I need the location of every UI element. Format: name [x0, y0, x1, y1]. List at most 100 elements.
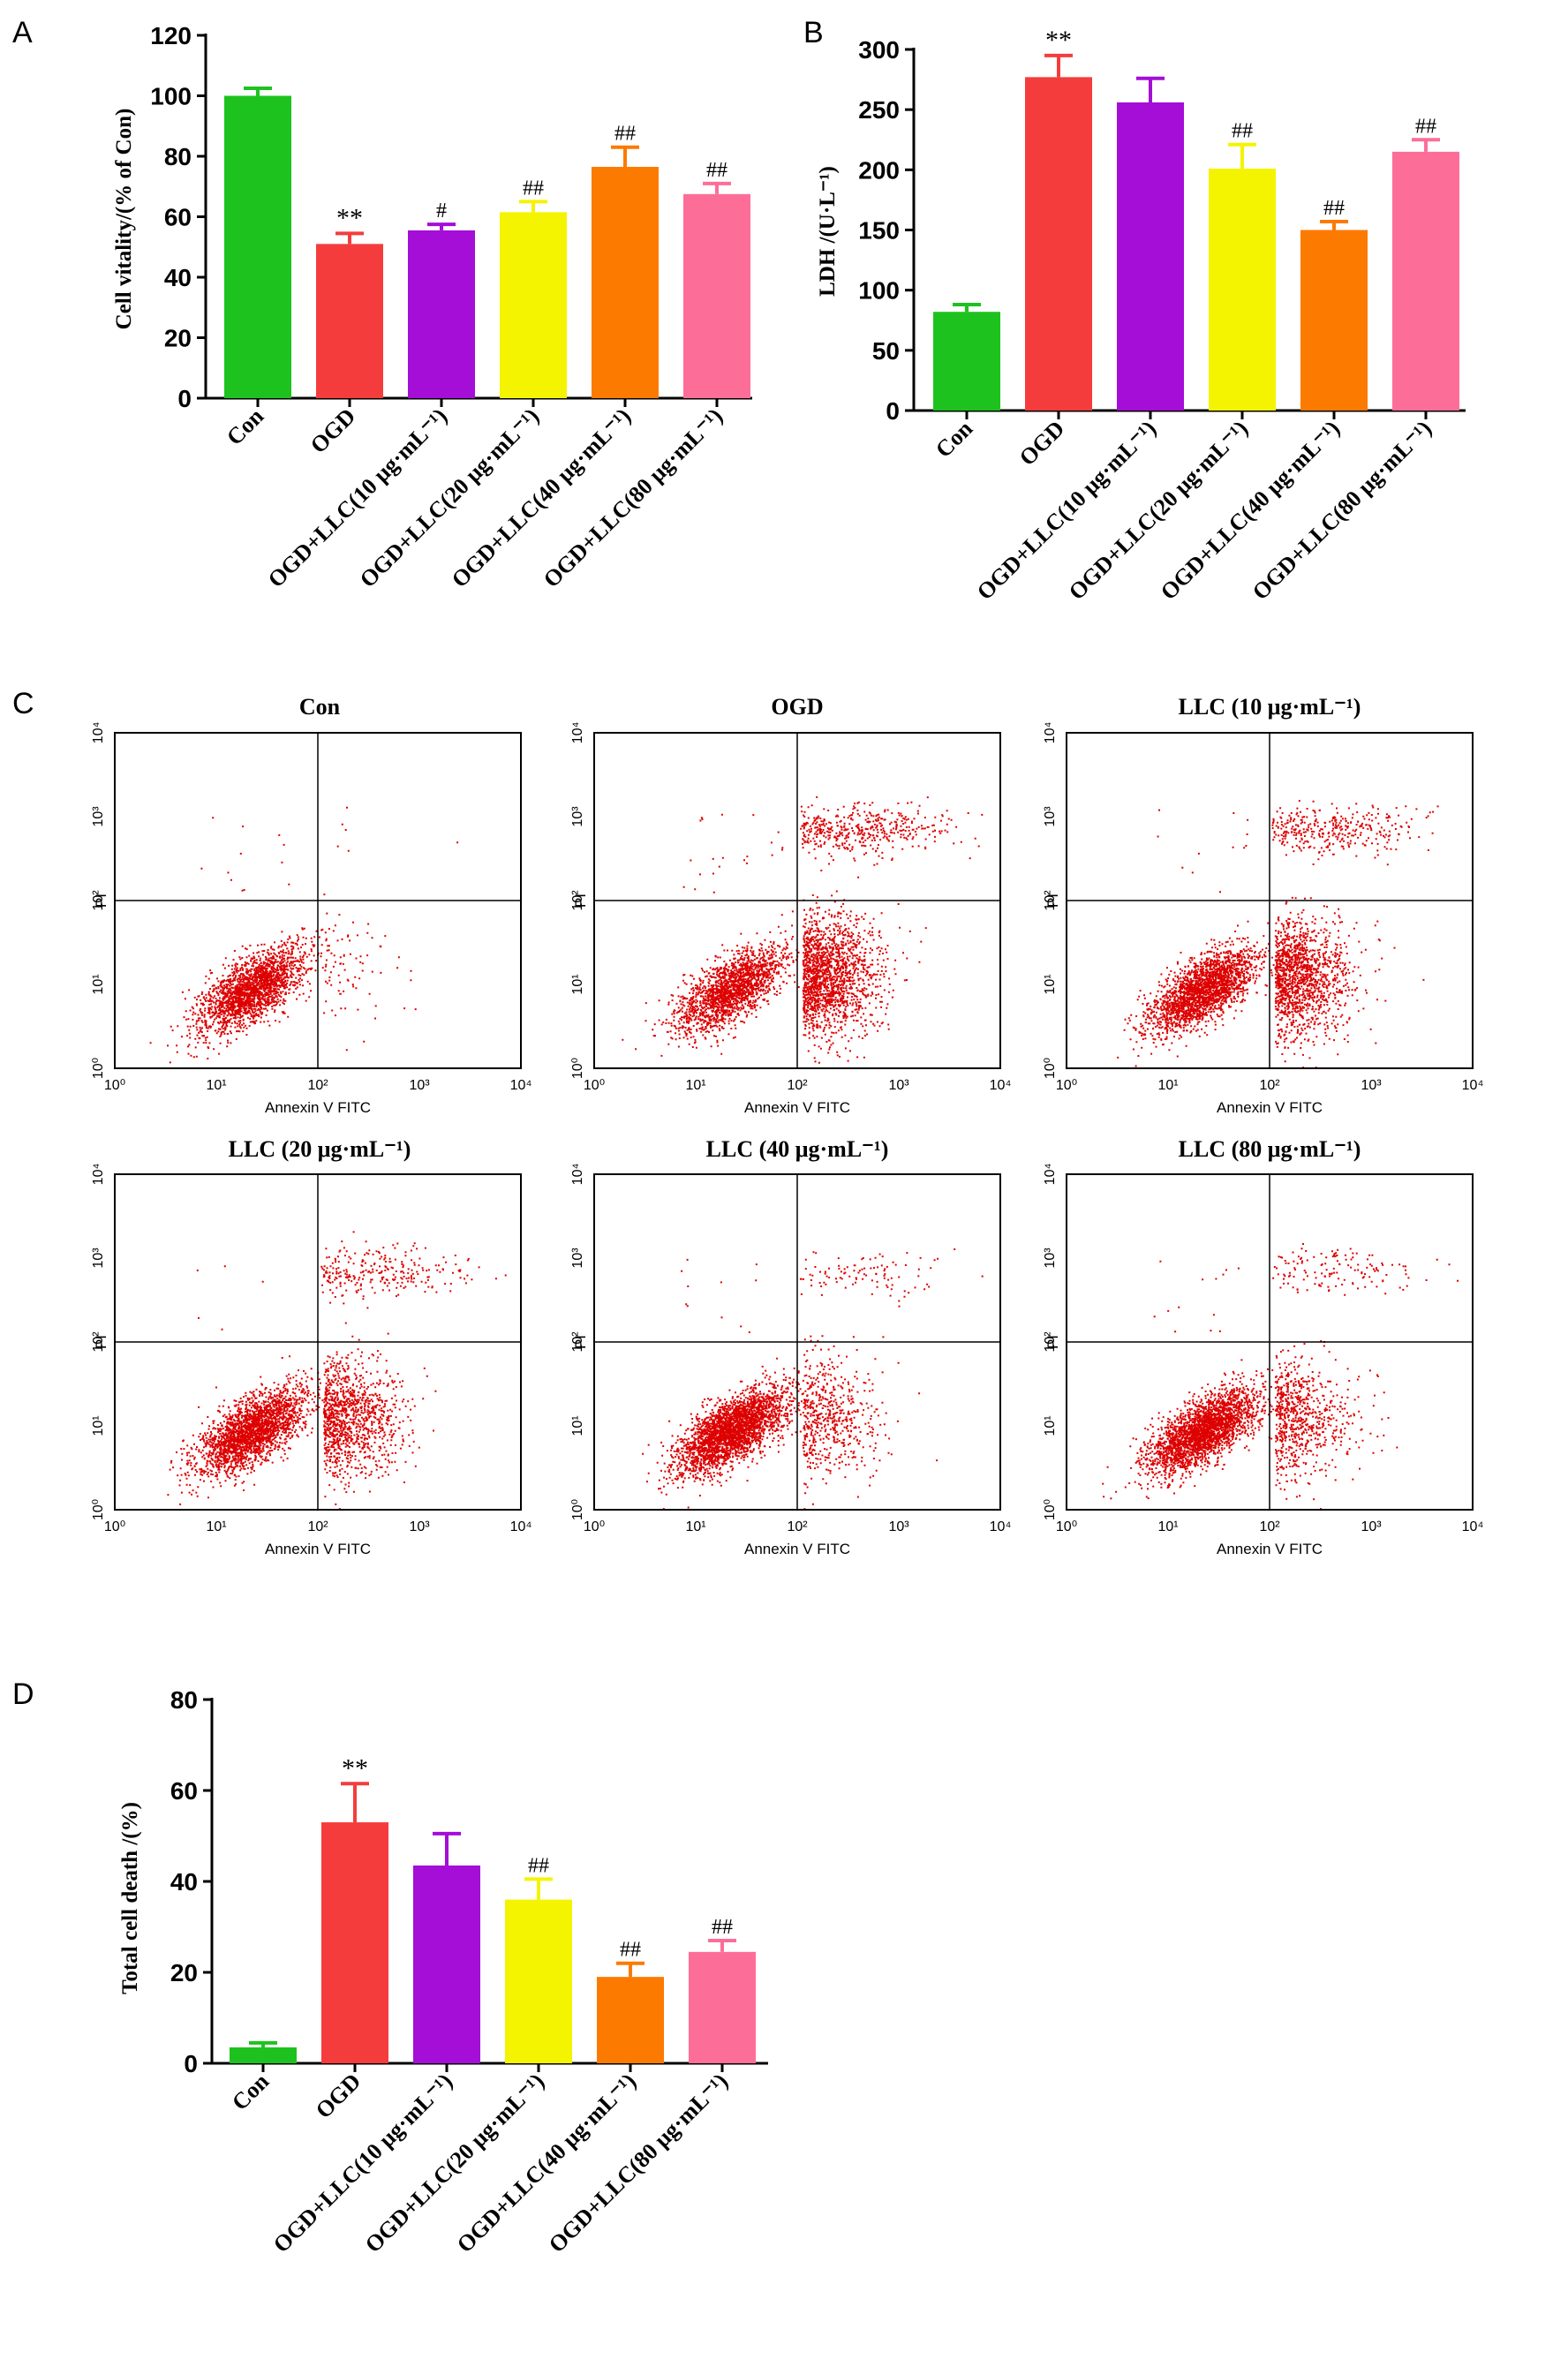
flow-plot-x-tick-label: 10³ — [1361, 1519, 1382, 1534]
flow-plot-dots — [1102, 1243, 1459, 1511]
panel-d-bar-2 — [321, 1822, 388, 2063]
flow-plot-y-label-5: PI — [572, 1335, 589, 1349]
flow-plot-y-tick-label: 10³ — [91, 806, 106, 827]
panel-b-bar-3 — [1117, 102, 1184, 411]
panel-a-significance-label: ## — [523, 177, 544, 200]
panel-b-y-tick-label: 100 — [858, 277, 900, 305]
panel-c-flow-cytometry: Con OGD LLC (10 μg·mL⁻¹) LLC (20 μg·mL⁻¹… — [91, 694, 1483, 1557]
panel-a-y-tick-label: 0 — [177, 385, 192, 412]
panel-a-y-tick-label: 20 — [164, 325, 192, 352]
flow-plot-x-label-4: Annexin V FITC — [265, 1541, 371, 1557]
flow-plot-points — [1117, 800, 1439, 1069]
flow-plot-y-tick-label: 10⁰ — [91, 1499, 106, 1520]
panel-b-y-axis-title: LDH /(U·L⁻¹) — [816, 166, 840, 297]
flow-plot-y-tick-label: 10² — [91, 1331, 106, 1353]
flow-plot-y-tick-label: 10³ — [91, 1248, 106, 1269]
flow-plot-x-tick-label: 10² — [787, 1078, 808, 1093]
flow-plot-y-label-2: PI — [572, 893, 589, 908]
panel-b-y-tick-label: 250 — [858, 96, 900, 124]
flow-plot-x-tick-label: 10¹ — [685, 1078, 705, 1093]
flow-plot-x-tick-label: 10⁰ — [1056, 1519, 1077, 1534]
panel-d-y-tick-label: 80 — [170, 1686, 198, 1714]
flow-plot-y-tick-label: 10⁴ — [91, 722, 106, 744]
flow-plot-x-tick-label: 10⁴ — [510, 1519, 532, 1534]
flow-plot-x-label-6: Annexin V FITC — [1217, 1541, 1323, 1557]
panel-d-y-tick-label: 60 — [170, 1777, 198, 1805]
panel-b-y-tick-label: 0 — [886, 397, 900, 425]
panel-b-bar-5 — [1300, 230, 1368, 411]
flow-plot-y-tick-label: 10¹ — [91, 1415, 106, 1436]
flow-plot-x-tick-label: 10³ — [888, 1078, 909, 1093]
flow-plot-y-tick-label: 10² — [91, 890, 106, 911]
panel-b-significance-label: ** — [1045, 26, 1072, 55]
flow-plot-title-3: LLC (10 μg·mL⁻¹) — [1179, 694, 1361, 720]
panel-a-significance-label: ## — [614, 123, 636, 146]
panel-a-bar-6 — [683, 193, 750, 398]
flow-plot-y-tick-label: 10² — [1043, 1331, 1058, 1353]
flow-plot-y-tick-label: 10³ — [570, 1248, 585, 1269]
flow-plot-y-label-3: PI — [1044, 893, 1061, 908]
flow-plot-y-tick-label: 10³ — [1043, 1248, 1058, 1269]
panel-d-significance-label: ** — [342, 1753, 368, 1783]
flow-plot-x-tick-label: 10⁴ — [990, 1519, 1012, 1534]
flow-plot-x-tick-label: 10⁴ — [510, 1078, 532, 1093]
panel-a-y-axis-title: Cell vitality/(% of Con) — [112, 109, 136, 330]
panel-d-y-tick-label: 0 — [184, 2050, 198, 2077]
flow-plot-x-tick-label: 10³ — [888, 1519, 909, 1534]
panel-d-bar-3 — [413, 1865, 480, 2063]
panel-d-significance-label: ## — [712, 1916, 733, 1939]
flow-plot-y-tick-label: 10⁰ — [91, 1058, 106, 1079]
flow-plot-title-2: OGD — [771, 694, 823, 720]
flow-plot-dots — [622, 795, 984, 1064]
panel-b-significance-label: ## — [1415, 115, 1436, 138]
flow-plot-x-tick-label: 10³ — [409, 1519, 430, 1534]
flow-plot-x-tick-label: 10² — [1259, 1519, 1280, 1534]
panel-a-y-tick-label: 100 — [150, 83, 192, 110]
panel-b-y-tick-label: 150 — [858, 217, 900, 245]
panel-b-y-tick-label: 50 — [872, 337, 900, 365]
flow-plot-x-tick-label: 10³ — [1361, 1078, 1382, 1093]
flow-plot-x-label-3: Annexin V FITC — [1217, 1099, 1323, 1116]
panel-b-bar-1 — [933, 312, 1000, 411]
panel-b-y-tick-label: 300 — [858, 36, 900, 64]
panel-a-bar-1 — [224, 95, 291, 398]
panel-d-y-axis-title: Total cell death /(%) — [118, 1802, 142, 1994]
flow-plot-x-tick-label: 10¹ — [685, 1519, 705, 1534]
flow-plot-x-tick-label: 10¹ — [206, 1519, 226, 1534]
flow-plot-x-tick-label: 10⁰ — [584, 1078, 605, 1093]
panel-a-significance-label: ** — [336, 203, 363, 232]
flow-plot-x-tick-label: 10⁴ — [1462, 1519, 1484, 1534]
flow-plot-title-1: Con — [299, 694, 341, 720]
panel-a-y-tick-label: 60 — [164, 204, 192, 231]
flow-plot-x-tick-label: 10⁴ — [1462, 1078, 1484, 1093]
flow-plot-x-label-5: Annexin V FITC — [744, 1541, 850, 1557]
panel-d-significance-label: ## — [528, 1854, 549, 1877]
panel-a-y-tick-label: 40 — [164, 264, 192, 291]
panel-d-y-tick-label: 40 — [170, 1868, 198, 1896]
flow-plot-y-tick-label: 10¹ — [570, 1415, 585, 1436]
flow-plot-y-tick-label: 10² — [1043, 890, 1058, 911]
flow-plot-y-tick-label: 10¹ — [1043, 1415, 1058, 1436]
flow-plot-y-tick-label: 10¹ — [570, 974, 585, 994]
flow-plot-x-tick-label: 10¹ — [206, 1078, 226, 1093]
panel-letter-b: B — [803, 16, 824, 49]
panel-b-significance-label: ## — [1323, 197, 1345, 220]
flow-plot-y-tick-label: 10⁴ — [570, 1164, 585, 1186]
flow-plot-y-label-1: PI — [93, 893, 109, 908]
flow-plot-y-tick-label: 10² — [570, 1331, 585, 1353]
flow-plot-x-tick-label: 10⁰ — [104, 1078, 125, 1093]
panel-a-y-tick-label: 80 — [164, 143, 192, 170]
flow-plot-points — [642, 1248, 984, 1511]
flow-plot-x-label-2: Annexin V FITC — [744, 1099, 850, 1116]
panel-d-bar-6 — [689, 1951, 756, 2063]
flow-plot-dots — [642, 1248, 984, 1511]
flow-plot-x-tick-label: 10⁴ — [990, 1078, 1012, 1093]
panel-a-significance-label: # — [436, 200, 447, 222]
panel-letter-a: A — [12, 16, 33, 49]
flow-plot-title-5: LLC (40 μg·mL⁻¹) — [706, 1136, 889, 1162]
